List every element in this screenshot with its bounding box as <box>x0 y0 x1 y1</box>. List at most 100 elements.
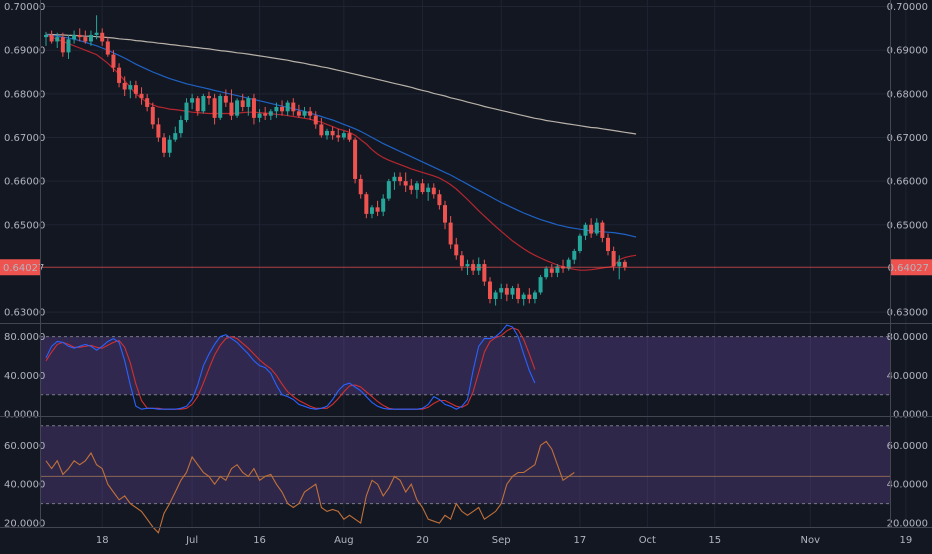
candle-body <box>139 93 144 99</box>
candle-body <box>420 183 425 193</box>
candle-body <box>398 176 403 182</box>
candle-body <box>178 120 183 134</box>
stochastic-band <box>40 336 890 395</box>
price-axis-tick-left: 0.69000 <box>4 46 45 57</box>
candle-body <box>381 198 386 212</box>
candle-body <box>240 100 245 107</box>
candle-body <box>414 183 419 190</box>
candle-body <box>532 292 537 299</box>
candle-body <box>364 194 369 214</box>
rsi-band <box>40 425 890 504</box>
last-price-label-left: 0.64027 <box>3 263 44 274</box>
candle-body <box>392 176 397 182</box>
moving-average-slow <box>46 33 637 135</box>
candle-body <box>516 288 521 299</box>
stochastic-axis-tick-left: 80.0000 <box>4 332 45 343</box>
candle-body <box>325 130 329 136</box>
candle-body <box>133 85 138 94</box>
price-axis-tick-left: 0.66000 <box>4 177 45 188</box>
stochastic-axis-tick-left: 0.0000 <box>4 410 39 421</box>
candle-body <box>167 139 172 153</box>
candle-body <box>117 67 122 83</box>
candle-body <box>448 222 453 245</box>
stochastic-axis-tick-right: 80.0000 <box>887 332 928 343</box>
candle-body <box>162 137 167 153</box>
time-axis-tick: 19 <box>899 535 912 546</box>
price-axis-tick-right: 0.67000 <box>887 133 928 144</box>
candle-body <box>206 96 211 99</box>
candle-body <box>105 41 110 55</box>
candle-body <box>330 130 335 136</box>
candle-body <box>285 102 290 112</box>
candle-body <box>184 102 189 121</box>
rsi-axis-tick-left: 20.0000 <box>4 519 45 530</box>
candle-body <box>156 124 161 138</box>
stochastic-axis-tick-right: 40.0000 <box>887 371 928 382</box>
stochastic-k-line <box>45 324 536 410</box>
candle-body <box>83 37 88 42</box>
candle-body <box>49 34 54 42</box>
price-axis-tick-right: 0.63000 <box>887 308 928 319</box>
candle-body <box>403 181 408 186</box>
time-axis-tick: 18 <box>96 535 109 546</box>
candle-body <box>246 98 251 107</box>
candle-body <box>510 288 515 295</box>
time-axis-tick: 17 <box>574 535 587 546</box>
candle-body <box>195 98 200 112</box>
candle-body <box>55 37 60 42</box>
candle-body <box>201 96 206 112</box>
candle-body <box>437 194 442 206</box>
rsi-axis-tick-left: 40.0000 <box>4 480 45 491</box>
candle-body <box>375 207 380 212</box>
candle-body <box>617 261 622 267</box>
candle-body <box>572 250 577 260</box>
last-price-label-left-bg <box>0 259 40 276</box>
moving-average-fast <box>45 34 637 271</box>
candle-body <box>409 185 414 190</box>
price-axis-tick-right: 0.65000 <box>887 220 928 231</box>
candle-body <box>66 39 71 53</box>
candle-body <box>274 106 279 112</box>
candle-body <box>577 235 582 251</box>
candle-body <box>583 224 588 236</box>
price-axis-tick-left: 0.67000 <box>4 133 45 144</box>
candle-body <box>493 292 498 299</box>
candle-body <box>538 277 543 293</box>
candle-body <box>487 281 492 299</box>
candle-body <box>100 32 105 42</box>
rsi-axis-tick-right: 40.0000 <box>887 480 928 491</box>
time-axis-tick: Jul <box>185 535 198 546</box>
candle-body <box>521 294 526 299</box>
price-axis-tick-right: 0.68000 <box>887 89 928 100</box>
candle-body <box>268 111 273 116</box>
moving-average-mid <box>45 34 637 238</box>
candle-body <box>111 54 116 68</box>
candle-body <box>431 187 436 195</box>
stochastic-d-line <box>45 327 536 410</box>
candle-body <box>257 113 262 118</box>
candle-body <box>347 133 352 140</box>
candle-body <box>44 34 48 38</box>
candle-body <box>459 255 464 267</box>
price-axis-tick-left: 0.70000 <box>4 2 45 13</box>
candle-body <box>235 100 240 116</box>
candle-body <box>280 106 285 112</box>
candle-body <box>88 34 93 42</box>
candle-body <box>611 250 616 267</box>
time-axis-tick: Sep <box>492 535 511 546</box>
time-axis-tick: Nov <box>801 535 821 546</box>
rsi-axis-tick-left: 60.0000 <box>4 441 45 452</box>
candle-body <box>319 124 324 136</box>
candle-body <box>566 259 571 269</box>
candle-body <box>302 111 307 116</box>
candle-body <box>482 264 487 282</box>
time-axis-tick: 16 <box>253 535 266 546</box>
candle-body <box>443 205 448 223</box>
time-axis-tick: 20 <box>416 535 429 546</box>
candle-body <box>291 102 296 112</box>
time-axis-tick: Oct <box>639 535 656 546</box>
rsi-axis-tick-right: 60.0000 <box>887 441 928 452</box>
candle-body <box>145 98 150 107</box>
